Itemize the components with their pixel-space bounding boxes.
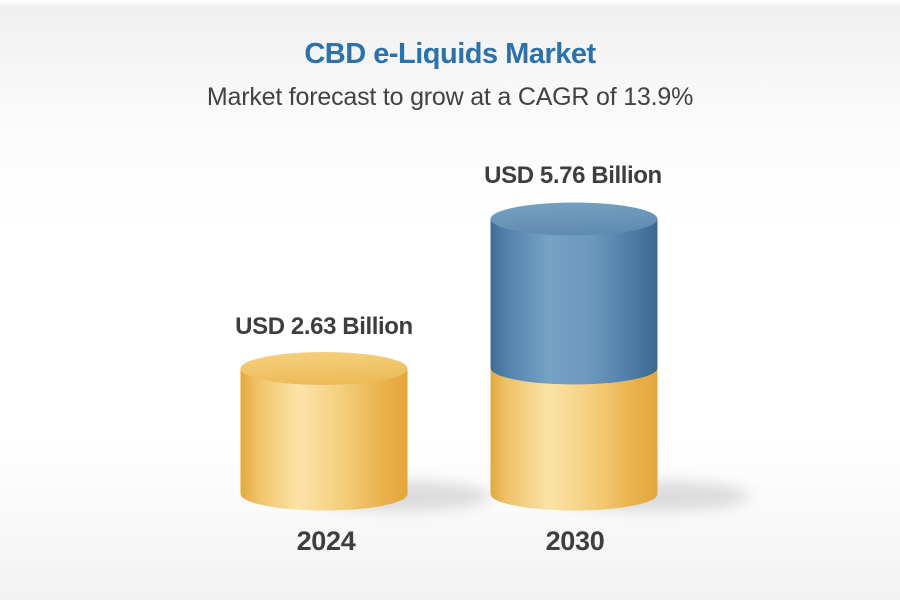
cylinder-2024	[240, 352, 408, 511]
chart-title: CBD e-Liquids Market	[304, 38, 596, 70]
value-label-2024: USD 2.63 Billion	[235, 313, 413, 340]
category-label-2024: 2024	[296, 526, 356, 556]
value-label-2030: USD 5.76 Billion	[484, 162, 662, 189]
cylinder-2030-lower-segment	[490, 368, 658, 511]
cylinder-2024-top-face	[240, 352, 408, 385]
cylinder-2030-upper-segment	[490, 219, 658, 385]
cylinder-2030	[490, 202, 658, 511]
cylinder-2024-body	[240, 368, 408, 511]
chart-subtitle: Market forecast to grow at a CAGR of 13.…	[206, 83, 694, 111]
category-label-2030: 2030	[545, 526, 605, 556]
cylinder-2030-top-face	[490, 202, 658, 236]
